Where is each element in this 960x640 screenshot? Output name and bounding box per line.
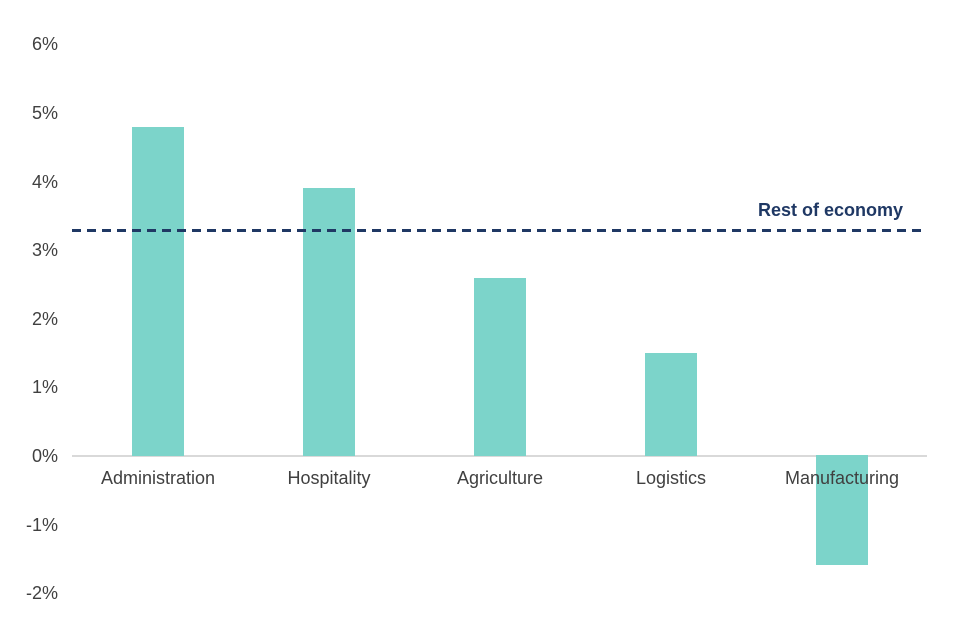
y-axis-tick-label: -2% [25,583,58,604]
y-axis-tick-label: 1% [31,377,58,398]
x-axis-category-label: Administration [100,468,216,488]
reference-dashed-line [72,229,927,232]
x-axis-category-label: Logistics [635,468,707,488]
y-axis-tick-label: 6% [31,34,58,55]
x-axis-category-label: Manufacturing [784,468,900,488]
y-axis-tick-label: 2% [31,308,58,329]
y-axis-tick-label: 3% [31,240,58,261]
bar-hospitality [303,188,355,456]
y-axis-tick-label: 5% [31,103,58,123]
x-axis-category-label: Agriculture [456,468,544,488]
bar-manufacturing [816,455,868,565]
bar-administration [132,127,184,456]
y-axis-tick-label: -1% [25,514,58,535]
bar-agriculture [474,278,526,456]
y-axis-tick-label: 0% [31,446,58,466]
x-axis-line [72,455,927,457]
reference-line-label: Rest of economy [757,200,903,220]
x-axis-category-label: Hospitality [287,468,371,488]
y-axis-tick-label: 4% [31,171,58,192]
bar-logistics [645,353,697,456]
